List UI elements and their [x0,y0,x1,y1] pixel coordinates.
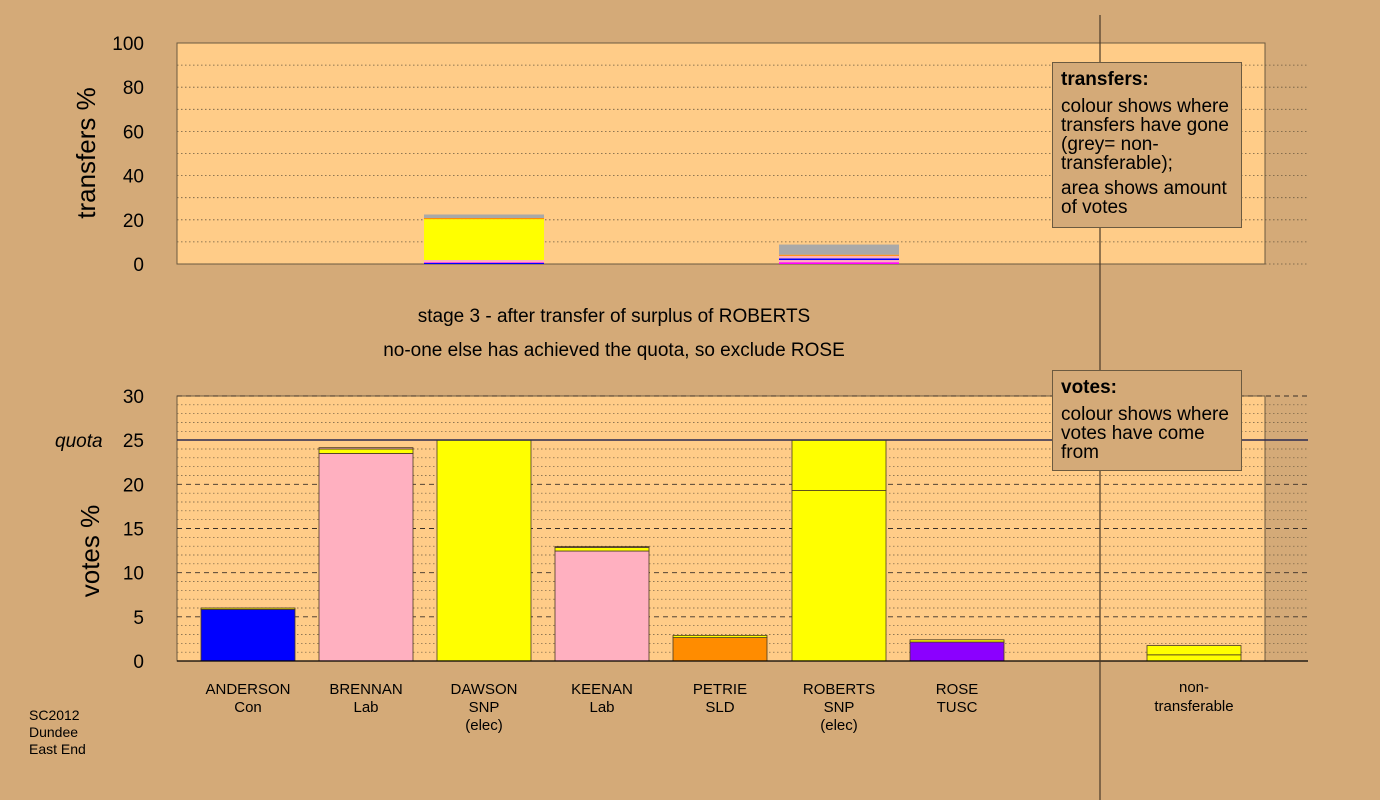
footer-ward: East End [29,741,86,757]
vote-bar-segment [200,607,296,610]
transfer-segment [424,260,544,263]
vote-bar-segment [672,637,768,662]
transfers-y-tick-label: 0 [133,255,144,276]
quota-label: quota [55,431,103,452]
votes-y-tick-label: 20 [123,475,144,496]
vote-bar-segment [909,641,1005,662]
transfer-segment [424,262,544,264]
vote-bar-segment [909,639,1005,643]
transfer-segment [779,260,899,263]
votes-y-ticks: 0 5 10 15 20 25 30 [123,387,144,673]
vote-bar-segment [318,453,414,662]
transfer-segment [424,218,544,220]
candidate-party: SNP [469,699,500,716]
nontransferable-bar-segment [1146,645,1242,656]
candidate-party: Con [234,699,262,716]
candidate-party: SNP [824,699,855,716]
candidate-party: Lab [353,699,378,716]
votes-legend-title: votes: [1061,377,1117,398]
transfers-legend: transfers: colour shows where transfers … [1052,62,1242,228]
transfers-y-tick-label: 40 [123,167,144,188]
stage-description: stage 3 - after transfer of surplus of R… [418,306,810,327]
transfer-segment [424,214,544,219]
transfers-y-tick-label: 100 [112,34,144,55]
votes-y-tick-label: 30 [123,387,144,408]
nontransferable-label: non- [1179,679,1209,696]
candidate-name: DAWSON [451,681,518,698]
vote-bar-segment [200,608,296,662]
candidate-elected: (elec) [465,717,503,734]
candidate-labels: ANDERSONConBRENNANLabDAWSONSNP(elec)KEEN… [205,679,1233,734]
vote-bar-segment [791,490,887,662]
candidate-name: ANDERSON [205,681,290,698]
vote-bar-segment [318,448,414,454]
transfers-legend-area-note: area shows amount of votes [1061,178,1227,218]
transfer-segment [779,262,899,264]
vote-bar-segment [672,634,768,638]
transfers-legend-title: transfers: [1061,69,1149,90]
transfers-gridlines [177,64,1308,265]
transfer-segment [424,219,544,261]
votes-y-tick-label: 0 [133,652,144,673]
transfers-y-ticks: 0 20 40 60 80 100 [112,34,144,276]
candidate-name: KEENAN [571,681,633,698]
candidate-party: Lab [589,699,614,716]
nontransferable-bar-segment [1146,654,1242,662]
transfer-segment [779,258,899,261]
candidate-name: PETRIE [693,681,747,698]
vote-bar-segment [318,447,414,450]
transfers-axis-title: transfers % [71,87,101,219]
transfers-y-tick-label: 60 [123,122,144,143]
transfer-segment [779,255,899,259]
transfers-legend-colour-note: colour shows where transfers have gone (… [1061,96,1229,174]
votes-legend: votes: colour shows where votes have com… [1052,370,1242,471]
votes-y-tick-label: 10 [123,564,144,585]
vote-bar-segment [554,550,650,662]
vote-bar-segment [791,439,887,491]
candidate-name: BRENNAN [329,681,402,698]
vote-bar-segment [554,546,650,548]
transfer-segment [779,244,899,255]
vote-bar-segment [436,439,532,662]
transfers-bars [424,214,899,264]
footer-council: Dundee [29,724,78,740]
vote-bar-segment [554,547,650,552]
votes-axis-title: votes % [75,505,105,598]
votes-bars [200,439,1242,662]
votes-y-tick-label: 5 [133,608,144,629]
votes-legend-colour-note: colour shows where votes have come from [1061,404,1229,463]
transfers-y-tick-label: 20 [123,211,144,232]
votes-y-tick-label: 25 [123,431,144,452]
votes-y-tick-label: 15 [123,520,144,541]
transfer-segment [779,254,899,256]
footer-year: SC2012 [29,707,80,723]
nontransferable-label: transferable [1154,698,1233,715]
candidate-party: SLD [705,699,734,716]
transfer-segment [424,262,544,263]
candidate-name: ROSE [936,681,979,698]
candidate-name: ROBERTS [803,681,875,698]
transfers-y-tick-label: 80 [123,78,144,99]
candidate-party: TUSC [937,699,978,716]
candidate-elected: (elec) [820,717,858,734]
stage-action: no-one else has achieved the quota, so e… [383,340,845,361]
